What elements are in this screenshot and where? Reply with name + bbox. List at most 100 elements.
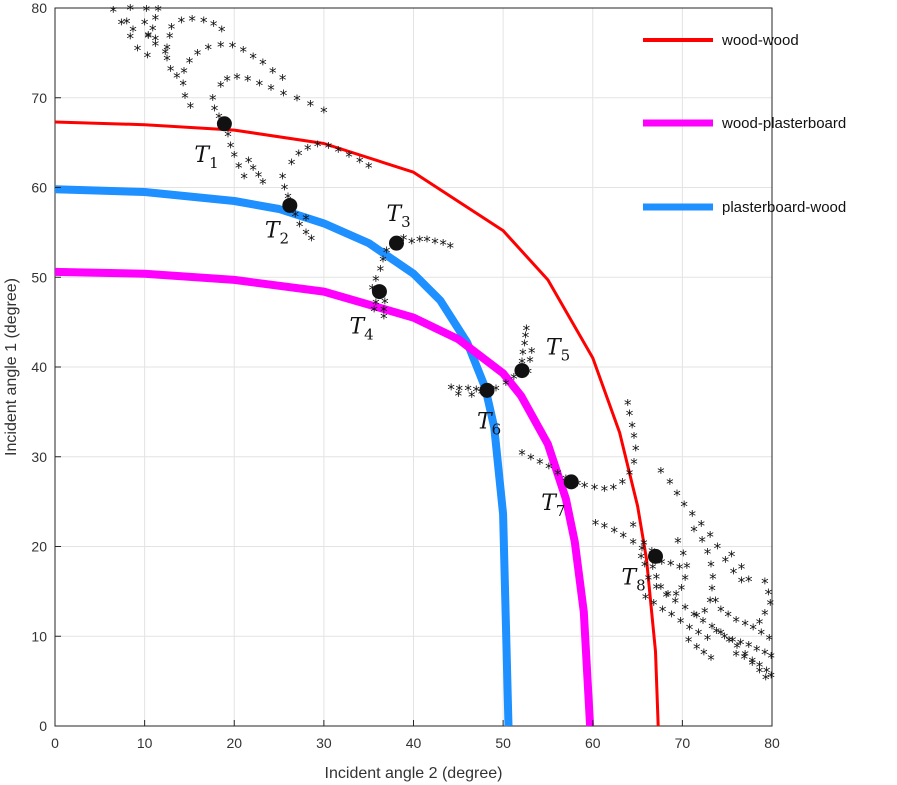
star-marker: * <box>680 497 688 515</box>
star-marker: * <box>657 580 665 598</box>
star-marker: * <box>325 139 333 157</box>
legend-label: wood-plasterboard <box>721 115 846 132</box>
star-marker: * <box>693 609 701 627</box>
star-marker: * <box>763 663 771 681</box>
star-marker: * <box>733 639 741 657</box>
star-marker: * <box>650 596 658 614</box>
star-marker: * <box>732 647 740 665</box>
star-marker: * <box>722 553 730 571</box>
star-marker: * <box>154 2 162 20</box>
star-marker: * <box>629 518 637 536</box>
star-marker: * <box>749 653 757 671</box>
star-marker: * <box>681 571 689 589</box>
x-tick-label: 60 <box>585 735 601 751</box>
star-marker: * <box>110 3 118 21</box>
star-marker: * <box>700 645 708 663</box>
star-marker: * <box>611 523 619 541</box>
star-marker: * <box>619 529 627 547</box>
star-marker: * <box>127 1 135 19</box>
star-marker: * <box>194 46 202 64</box>
series-lines <box>54 120 660 727</box>
star-marker: * <box>637 549 645 567</box>
star-marker: * <box>717 602 725 620</box>
star-marker: * <box>641 557 649 575</box>
star-marker: * <box>649 560 657 578</box>
star-marker: * <box>761 606 769 624</box>
star-marker: * <box>143 2 151 20</box>
star-marker: * <box>293 92 301 110</box>
x-tick-label: 10 <box>137 735 153 751</box>
star-marker: * <box>674 534 682 552</box>
star-marker: * <box>356 154 364 172</box>
y-tick-label: 70 <box>31 90 47 106</box>
star-marker: * <box>737 636 745 654</box>
star-marker: * <box>701 604 709 622</box>
star-marker: * <box>762 671 770 689</box>
star-marker: * <box>129 23 137 41</box>
star-marker: * <box>740 650 748 668</box>
star-marker: * <box>127 30 135 48</box>
star-marker: * <box>210 17 218 35</box>
point-label: T7 <box>541 491 565 520</box>
star-marker: * <box>638 541 646 559</box>
star-marker: * <box>320 103 328 121</box>
x-tick-label: 0 <box>51 735 59 751</box>
star-marker: * <box>281 181 289 199</box>
star-marker: * <box>377 262 385 280</box>
star-marker: * <box>502 376 510 394</box>
star-marker: * <box>574 477 582 495</box>
star-marker: * <box>749 620 757 638</box>
star-marker: * <box>592 516 600 534</box>
star-marker: * <box>217 78 225 96</box>
star-marker: * <box>624 396 632 414</box>
star-marker: * <box>708 619 716 637</box>
star-marker: * <box>664 587 672 605</box>
star-marker: * <box>383 243 391 261</box>
star-marker: * <box>400 231 408 249</box>
star-marker: * <box>729 633 737 651</box>
y-tick-label: 50 <box>31 269 47 285</box>
star-marker: * <box>713 624 721 642</box>
star-marker: * <box>741 647 749 665</box>
star-marker: * <box>296 217 304 235</box>
star-marker: * <box>218 23 226 41</box>
point-marker <box>647 548 663 564</box>
star-marker: * <box>690 522 698 540</box>
star-marker: * <box>233 70 241 88</box>
star-marker: * <box>423 233 431 251</box>
star-marker: * <box>686 620 694 638</box>
star-marker: * <box>134 41 142 59</box>
point-marker <box>479 382 495 398</box>
star-marker: * <box>753 642 761 660</box>
star-marker: * <box>259 56 267 74</box>
star-marker: * <box>699 614 707 632</box>
star-marker: * <box>756 658 764 676</box>
star-marker: * <box>766 631 774 649</box>
star-marker: * <box>680 547 688 565</box>
star-marker: * <box>178 14 186 32</box>
star-marker: * <box>408 234 416 252</box>
star-marker: * <box>761 575 769 593</box>
star-marker: * <box>245 154 253 172</box>
star-marker: * <box>464 382 472 400</box>
star-marker: * <box>200 14 208 32</box>
star-marker: * <box>610 480 618 498</box>
point-label: T6 <box>477 409 501 438</box>
point-marker <box>388 235 404 251</box>
star-marker: * <box>653 570 661 588</box>
point-marker <box>282 197 298 213</box>
star-marker: * <box>229 39 237 57</box>
star-marker: * <box>707 557 715 575</box>
star-marker: * <box>672 587 680 605</box>
x-tick-label: 80 <box>764 735 780 751</box>
star-marker: * <box>314 137 322 155</box>
star-marker: * <box>188 12 196 30</box>
star-marker: * <box>279 71 287 89</box>
star-marker: * <box>288 155 296 173</box>
star-marker: * <box>149 22 157 40</box>
star-marker: * <box>307 97 315 115</box>
point-marker <box>514 363 530 379</box>
point-label: T3 <box>386 202 410 231</box>
star-marker: * <box>628 418 636 436</box>
star-marker: * <box>205 40 213 58</box>
